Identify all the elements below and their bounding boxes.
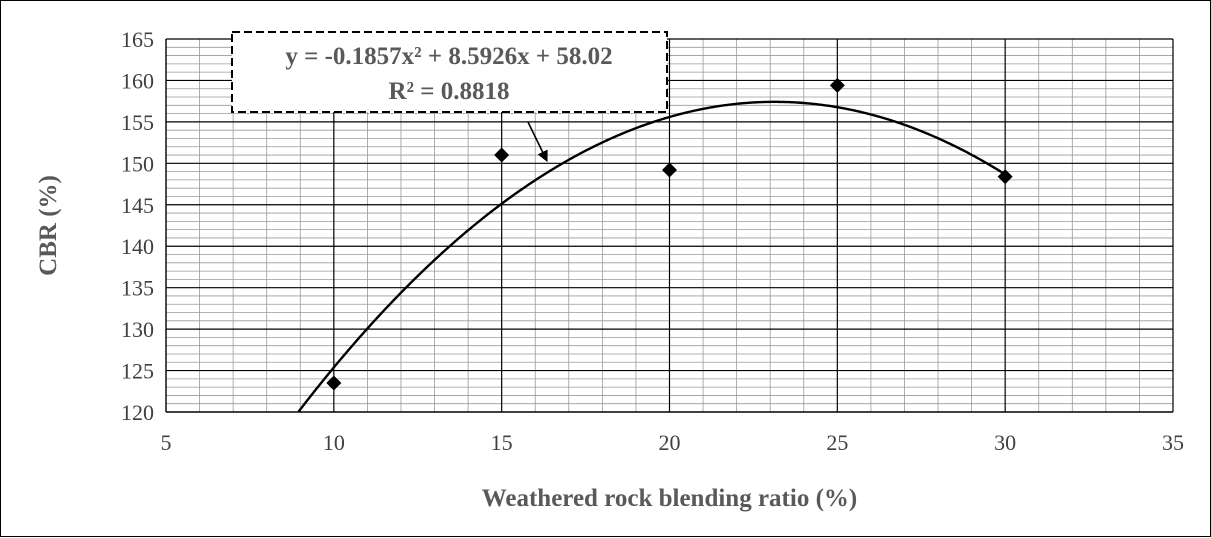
x-tick-label: 10 <box>323 430 345 455</box>
data-point <box>997 169 1013 185</box>
tick-labels-layer: 5 10 15 20 25 30 35 120 125 130 135 140 145 150 155 160… <box>121 27 1184 455</box>
y-tick-label: 165 <box>121 27 154 52</box>
y-axis-title: CBR (%) <box>35 175 62 276</box>
trendline-layer <box>297 100 1006 413</box>
data-point <box>494 147 510 163</box>
x-tick-label: 20 <box>659 430 681 455</box>
x-tick-label: 35 <box>1162 430 1184 455</box>
trendline-curve <box>297 100 1006 413</box>
x-tick-label: 15 <box>491 430 513 455</box>
data-point <box>829 77 845 93</box>
y-tick-label: 125 <box>121 359 154 384</box>
axes-layer <box>165 39 1173 413</box>
y-tick-label: 140 <box>121 234 154 259</box>
x-tick-label: 25 <box>826 430 848 455</box>
y-tick-label: 135 <box>121 276 154 301</box>
trendline-label: y = -0.1857x² + 8.5926x + 58.02 R² = 0.8… <box>231 31 668 163</box>
data-point <box>662 162 677 178</box>
x-axis-title: Weathered rock blending ratio (%) <box>482 485 857 512</box>
r-squared-label: R² = 0.8818 <box>388 78 509 105</box>
y-tick-label: 160 <box>121 68 154 93</box>
y-tick-label: 145 <box>121 193 154 218</box>
x-tick-label: 30 <box>994 430 1016 455</box>
y-tick-label: 155 <box>121 110 154 135</box>
y-tick-label: 130 <box>121 317 154 342</box>
y-tick-label: 150 <box>121 151 154 176</box>
data-point <box>326 375 342 391</box>
callout-arrow <box>527 121 548 163</box>
equation-box <box>231 31 668 113</box>
x-tick-label: 5 <box>161 430 172 455</box>
y-tick-label: 120 <box>121 400 154 425</box>
trendline-equation: y = -0.1857x² + 8.5926x + 58.02 <box>285 43 612 70</box>
data-points-layer <box>326 77 1013 391</box>
